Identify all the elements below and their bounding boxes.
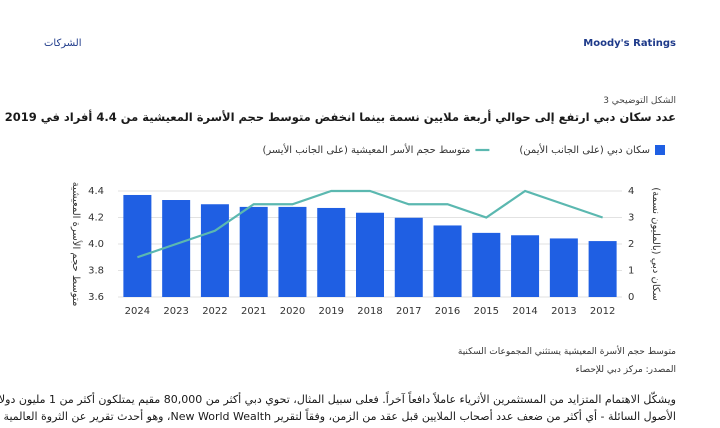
legend-label: سكان دبي (على الجانب الأيمن) [519, 143, 650, 156]
bar [123, 194, 152, 297]
x-tick-label: 2015 [474, 306, 499, 317]
x-tick-label: 2017 [396, 306, 421, 317]
bar [549, 238, 578, 297]
y2-tick-label: 2 [628, 239, 634, 250]
bar [472, 232, 501, 297]
y-tick-label: 3.8 [88, 266, 104, 277]
y2-tick-label: 4 [628, 186, 634, 197]
chart-title: عدد سكان دبي ارتفع إلى حوالي أربعة ملايي… [0, 110, 676, 124]
y2-tick-label: 3 [628, 213, 634, 224]
x-tick-label: 2024 [125, 306, 150, 317]
legend-swatch [655, 145, 665, 155]
x-tick-label: 2021 [241, 306, 266, 317]
bar [278, 206, 307, 297]
bar [433, 225, 462, 297]
body-line: ويشكّل الاهتمام المتزايد من المستثمرين ا… [0, 393, 676, 406]
bar [239, 206, 268, 297]
x-tick-label: 2014 [512, 306, 537, 317]
x-tick-label: 2018 [357, 306, 382, 317]
note: متوسط حجم الأسرة المعيشية يستثني المجموع… [457, 347, 676, 357]
bar [511, 235, 540, 297]
header-right: Moody's Ratings [583, 38, 676, 49]
x-tick-label: 2020 [280, 306, 305, 317]
y-tick-label: 4.2 [88, 213, 104, 224]
y2-axis-label: سكان دبي (بالمليون نسمة) [650, 187, 661, 301]
x-tick-label: 2019 [319, 306, 344, 317]
bar [356, 212, 384, 297]
x-tick-label: 2022 [202, 306, 227, 317]
x-tick-label: 2012 [590, 306, 615, 317]
line [137, 189, 603, 259]
y-tick-label: 4.0 [88, 239, 104, 250]
y2-tick-label: 0 [628, 292, 634, 303]
x-tick-label: 2016 [435, 306, 460, 317]
y-tick-label: 3.6 [88, 292, 104, 303]
bar [317, 207, 346, 297]
bar [588, 241, 617, 297]
bar [162, 200, 191, 297]
x-tick-label: 2013 [551, 306, 576, 317]
y-axis-label: متوسط حجم الأسرة المعيشية [70, 182, 83, 307]
legend-label: متوسط حجم الأسر المعيشية (على الجانب الأ… [262, 143, 470, 156]
bar [200, 204, 229, 297]
y-tick-label: 4.4 [88, 186, 104, 197]
bar [394, 217, 423, 297]
y2-tick-label: 1 [628, 266, 634, 277]
x-tick-label: 2023 [163, 306, 188, 317]
source: المصدر: مركز دبي للإحصاء [575, 365, 676, 375]
figure-label: الشكل التوضيحي 3 [603, 96, 676, 106]
body-line: الأصول السائلة - أي أكثر من ضعف عدد أصحا… [3, 410, 676, 423]
header-left: الشركات [44, 38, 82, 49]
